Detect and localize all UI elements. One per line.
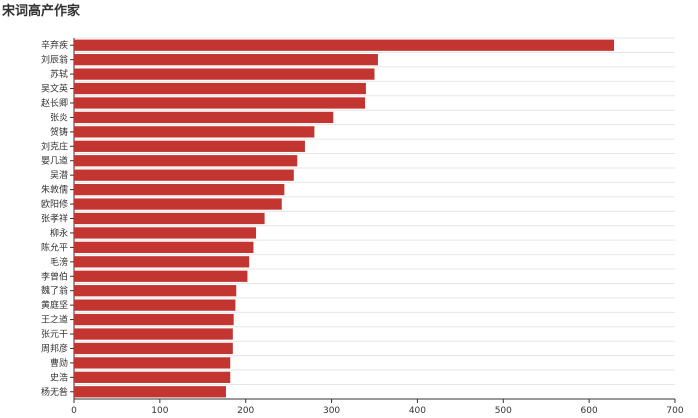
y-tick-label: 欧阳修	[41, 198, 68, 210]
bar	[74, 155, 298, 167]
bar	[74, 371, 231, 383]
y-tick-label: 柳永	[50, 227, 68, 239]
y-tick-label: 朱敦儒	[41, 184, 68, 196]
y-tick-label: 杨无咎	[41, 386, 68, 398]
y-axis-labels: 辛弃疾刘辰翁苏轼吴文英赵长卿张炎贺铸刘克庄晏几道吴潜朱敦儒欧阳修张孝祥柳永陈允平…	[41, 39, 74, 398]
bar	[74, 270, 248, 282]
y-tick-label: 吴潜	[50, 169, 68, 181]
bar	[74, 241, 254, 254]
y-tick-label: 吴文英	[41, 83, 68, 95]
y-tick-label: 张炎	[50, 112, 68, 123]
bar	[74, 386, 226, 398]
y-tick-label: 刘克庄	[41, 140, 68, 152]
bar	[74, 39, 615, 51]
y-tick-label: 贺铸	[50, 126, 68, 138]
y-tick-label: 刘辰翁	[41, 54, 68, 66]
y-tick-label: 陈允平	[41, 241, 68, 253]
bar	[74, 328, 233, 340]
y-tick-label: 黄庭坚	[41, 299, 68, 311]
x-tick-label: 200	[237, 406, 254, 416]
bar	[74, 227, 257, 239]
x-tick-label: 500	[495, 406, 512, 416]
x-tick-label: 400	[409, 406, 426, 416]
bar	[74, 111, 334, 124]
bar	[74, 357, 231, 369]
y-tick-label: 曹勋	[50, 357, 68, 369]
x-tick-label: 600	[581, 406, 598, 416]
bars-group	[74, 39, 615, 398]
x-axis: 0 100 200 300 400 500 600 700	[71, 398, 684, 416]
gridlines	[73, 37, 675, 400]
y-tick-label: 王之道	[41, 314, 68, 326]
y-tick-label: 赵长卿	[41, 97, 68, 109]
chart-title: 宋词高产作家	[2, 4, 81, 19]
y-tick-label: 史浩	[50, 371, 68, 383]
y-tick-label: 张元干	[41, 329, 68, 340]
bar	[74, 140, 305, 152]
y-tick-label: 辛弃疾	[41, 39, 68, 51]
x-tick-label: 0	[71, 406, 77, 416]
y-tick-label: 毛滂	[50, 256, 68, 268]
y-tick-label: 晏几道	[41, 155, 68, 167]
bar	[74, 342, 233, 355]
x-tick-label: 700	[666, 406, 683, 416]
y-tick-label: 苏轼	[50, 68, 68, 80]
x-tick-label: 300	[323, 406, 340, 416]
y-tick-label: 张孝祥	[41, 213, 68, 225]
bar	[74, 256, 250, 268]
bar	[74, 68, 375, 80]
y-tick-label: 李曾伯	[41, 270, 68, 282]
bar	[74, 285, 237, 297]
bar	[74, 126, 315, 138]
bar	[74, 198, 282, 210]
bar	[74, 299, 236, 311]
bar	[74, 82, 366, 95]
bar	[74, 54, 378, 66]
bar	[74, 97, 366, 109]
bar	[74, 313, 234, 326]
y-tick-label: 周邦彦	[41, 342, 68, 354]
bar	[74, 212, 265, 225]
bar	[74, 183, 285, 196]
x-tick-label: 100	[151, 406, 168, 416]
y-tick-label: 魏了翁	[41, 285, 68, 297]
bar	[74, 169, 294, 181]
